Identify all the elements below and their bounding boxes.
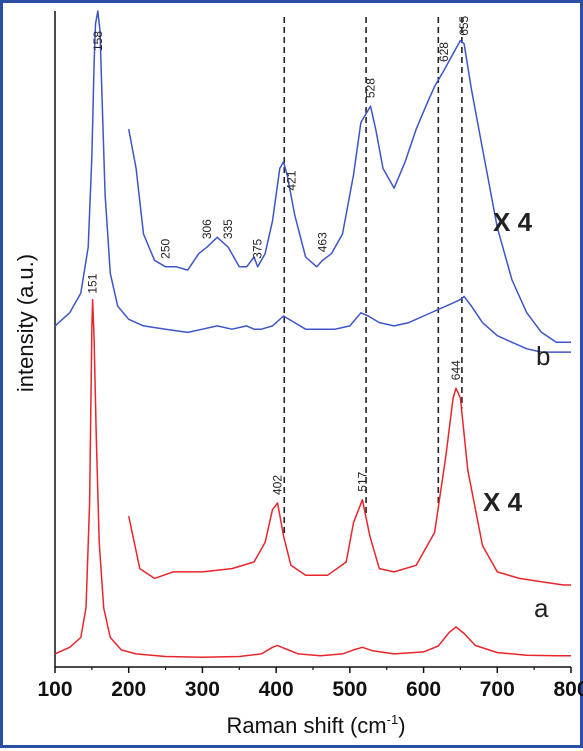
series-line — [54, 298, 571, 658]
peak-label: 375 — [251, 238, 265, 258]
x-axis-title: Raman shift (cm-1) — [226, 712, 405, 738]
peak-label: 306 — [200, 219, 214, 239]
x-axis-title-main: Raman shift (cm — [226, 713, 386, 738]
x-tick-label: 600 — [406, 678, 441, 701]
x-tick-label: 100 — [37, 678, 72, 701]
x-tick-label: 800 — [553, 678, 583, 701]
dashed-guides — [283, 17, 463, 535]
trace-label-a: a — [534, 593, 549, 623]
peak-label: 151 — [86, 273, 100, 293]
series-line — [127, 387, 571, 586]
peak-label: 655 — [457, 15, 471, 35]
x-tick-label: 500 — [332, 678, 367, 701]
x-axis-title-end: ) — [398, 713, 405, 738]
x-tick-label: 700 — [480, 678, 515, 701]
plot-area — [54, 11, 571, 668]
trace-label-b: b — [536, 341, 550, 371]
series-line — [54, 10, 571, 353]
peak-labels: 158 250 306 335 375 421 463 528 628 655 151 402 517 6… — [86, 15, 472, 495]
peak-label: 402 — [271, 475, 285, 495]
peak-label: 463 — [316, 232, 330, 252]
series-group — [54, 10, 571, 658]
scale-factor-a: X 4 — [483, 487, 523, 517]
x-axis-title-sup: -1 — [387, 712, 399, 727]
peak-label: 335 — [221, 219, 235, 239]
peak-label: 528 — [363, 78, 377, 98]
raman-chart: 100 200 300 400 500 600 700 800 158 250 306 335 375… — [13, 10, 583, 738]
peak-label: 517 — [355, 471, 369, 491]
peak-label: 421 — [285, 170, 299, 190]
scale-factor-b: X 4 — [493, 207, 533, 237]
x-tick-label: 300 — [185, 678, 220, 701]
y-axis-title: intensity (a.u.) — [13, 254, 38, 392]
peak-label: 158 — [91, 31, 105, 51]
x-tick-label: 400 — [259, 678, 294, 701]
x-ticks: 100 200 300 400 500 600 700 800 — [37, 667, 583, 701]
peak-label: 628 — [437, 42, 451, 62]
x-tick-label: 200 — [111, 678, 146, 701]
peak-label: 250 — [159, 238, 173, 258]
series-line — [127, 39, 571, 344]
peak-label: 644 — [449, 360, 463, 380]
